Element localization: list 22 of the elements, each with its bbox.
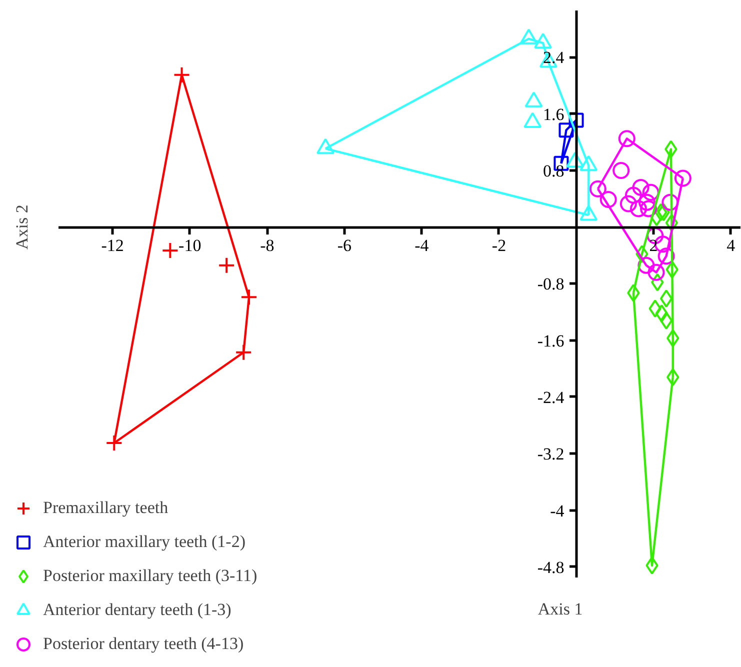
y-tick-label: -2.4 — [537, 388, 565, 407]
y-tick-label: 0.8 — [543, 161, 564, 180]
x-tick-label: -12 — [101, 236, 124, 256]
y-tick-label: 1.6 — [543, 104, 564, 124]
x-tick-label: -8 — [260, 236, 274, 256]
y-tick-label: -3.2 — [537, 444, 564, 464]
x-tick-label: 4 — [726, 236, 736, 256]
x-tick-label: -10 — [178, 236, 202, 256]
legend-label: Anterior dentary teeth (1-3) — [43, 600, 232, 620]
y-axis-title: Axis 2 — [12, 204, 32, 250]
x-tick-label: -4 — [414, 236, 430, 256]
x-tick-label: -6 — [337, 236, 352, 256]
x-axis-title: Axis 1 — [538, 600, 583, 618]
legend-label: Anterior maxillary teeth (1-2) — [43, 532, 246, 552]
legend-label: Premaxillary teeth — [43, 498, 168, 518]
y-tick-label: -0.8 — [537, 274, 564, 294]
x-tick-label: -2 — [492, 236, 506, 256]
legend-label: Posterior maxillary teeth (3-11) — [43, 566, 258, 586]
y-tick-label: -4 — [550, 501, 565, 520]
legend-label: Posterior dentary teeth (4-13) — [43, 634, 244, 654]
y-tick-label: -1.6 — [537, 331, 564, 350]
y-tick-label: -4.8 — [537, 558, 564, 577]
